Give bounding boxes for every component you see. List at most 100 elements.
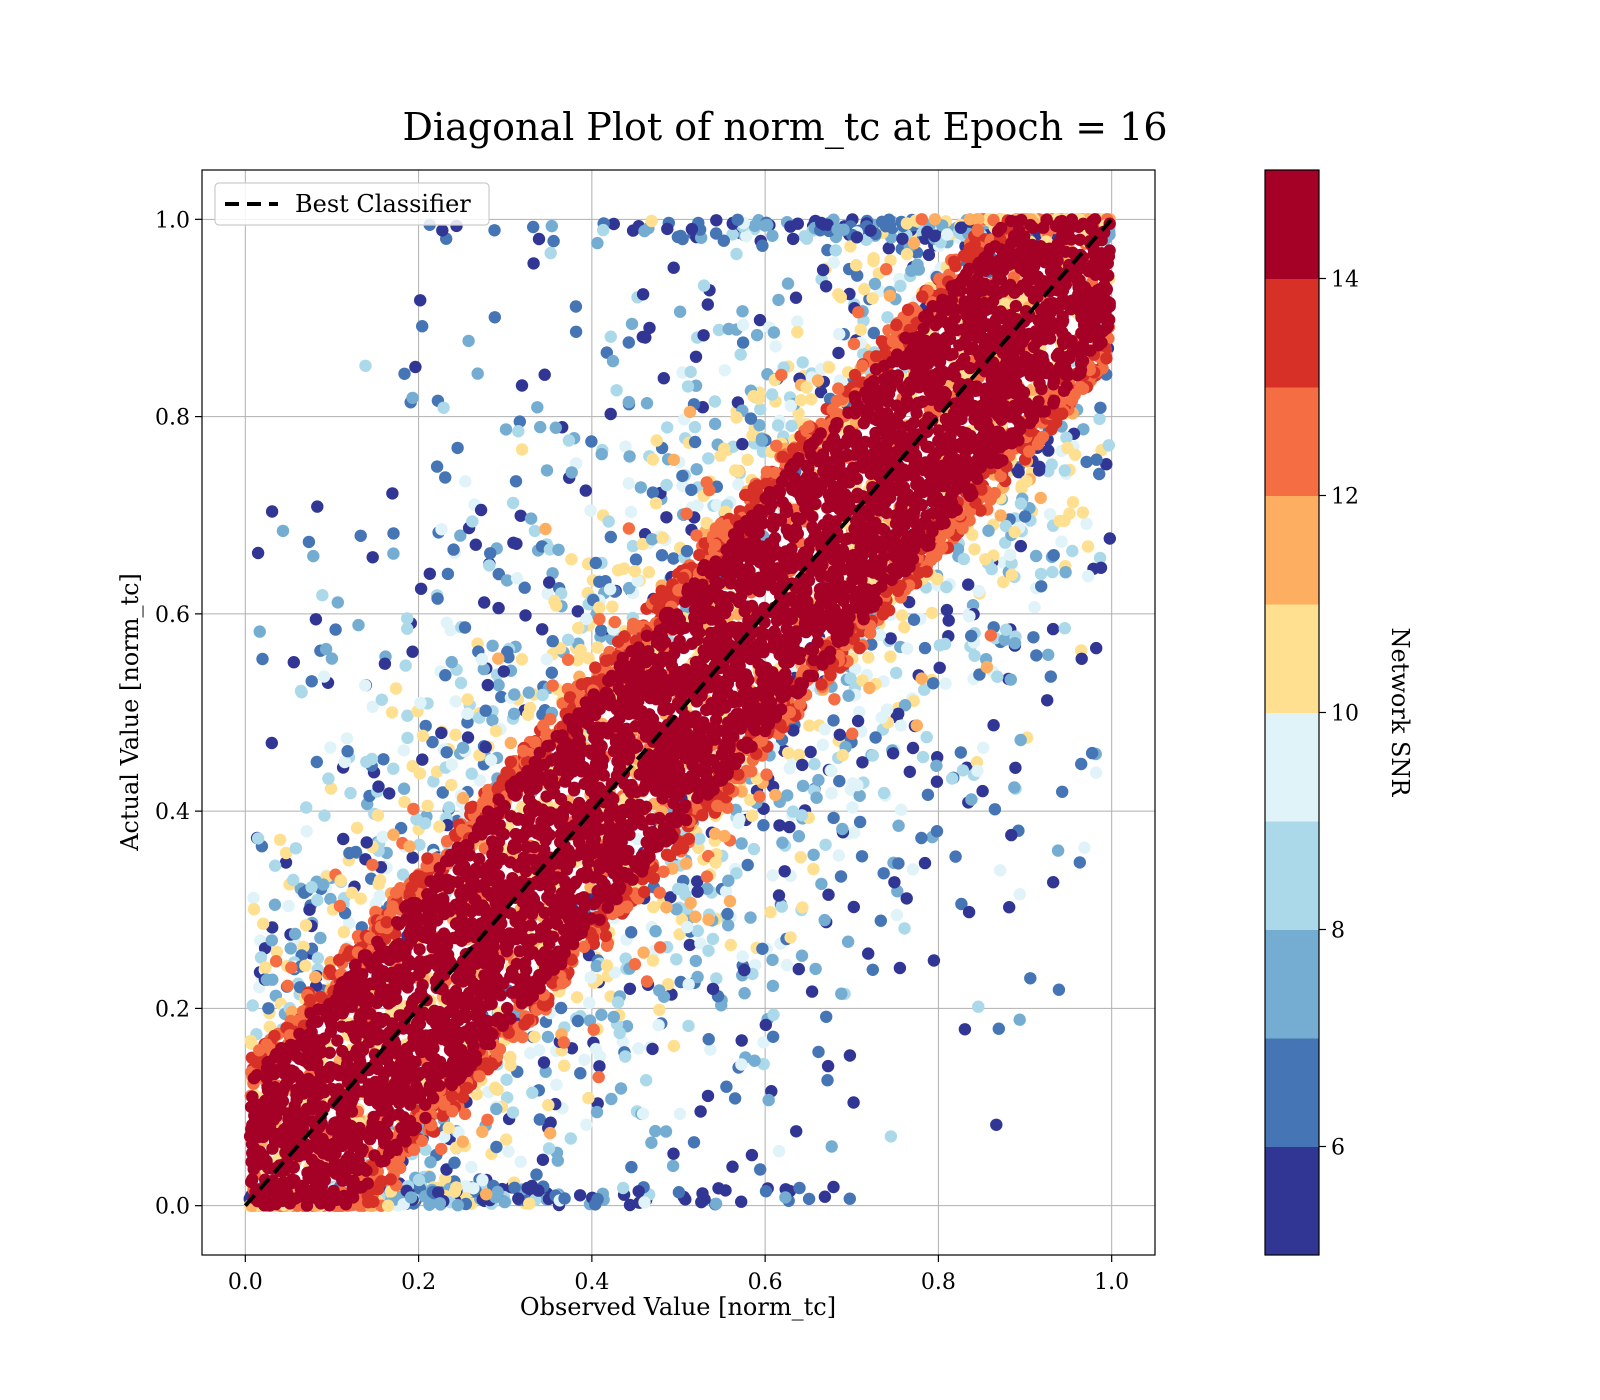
scatter-point [1066, 496, 1080, 509]
scatter-point [441, 567, 455, 581]
scatter-point [539, 1065, 552, 1078]
scatter-point [661, 421, 674, 434]
scatter-point [1090, 453, 1103, 466]
scatter-point [800, 381, 813, 394]
scatter-point [907, 237, 921, 250]
scatter-point [401, 731, 414, 745]
scatter-point [1027, 631, 1040, 644]
scatter-point [849, 662, 862, 676]
scatter-point [449, 728, 462, 741]
scatter-point [649, 497, 663, 510]
scatter-point [816, 263, 830, 277]
scatter-point [898, 699, 912, 712]
scatter-point [385, 706, 399, 719]
scatter-point [515, 379, 529, 392]
scatter-point [1058, 622, 1072, 635]
scatter-point [748, 1054, 761, 1067]
scatter-point [1080, 455, 1093, 469]
scatter-point [660, 901, 673, 914]
scatter-point [807, 848, 820, 861]
scatter-point [265, 736, 278, 750]
scatter-point [1103, 532, 1117, 545]
scatter-point [266, 973, 279, 986]
scatter-point [850, 231, 864, 244]
scatter-point [507, 707, 521, 720]
scatter-point [903, 765, 916, 778]
scatter-point [373, 874, 387, 887]
scatter-point [754, 1163, 767, 1176]
scatter-point [544, 246, 557, 260]
scatter-point [672, 882, 685, 896]
scatter-point [732, 768, 745, 781]
scatter-point [730, 867, 743, 880]
scatter-point [303, 903, 316, 916]
scatter-point [607, 1010, 620, 1024]
scatter-point [508, 1181, 521, 1195]
scatter-point [584, 971, 597, 984]
scatter-point [702, 452, 715, 465]
scatter-point [521, 1181, 534, 1195]
scatter-point [514, 509, 527, 522]
scatter-point [386, 900, 399, 913]
scatter-point [1085, 746, 1099, 760]
scatter-point [759, 1185, 773, 1198]
scatter-point [469, 538, 482, 551]
scatter-point [603, 583, 617, 596]
scatter-point [730, 411, 743, 424]
scatter-point [490, 1102, 503, 1116]
scatter-point [940, 580, 953, 594]
scatter-point [1034, 491, 1047, 505]
scatter-point [667, 1039, 681, 1053]
scatter-point [881, 311, 894, 324]
scatter-point [484, 753, 498, 767]
scatter-point [318, 809, 331, 822]
scatter-point [984, 629, 997, 642]
scatter-point [430, 460, 444, 473]
scatter-point [802, 1192, 816, 1206]
scatter-point [747, 390, 760, 403]
scatter-point [639, 1074, 653, 1087]
scatter-point [833, 774, 846, 788]
scatter-point [580, 1118, 593, 1131]
scatter-point [300, 825, 313, 838]
scatter-point [892, 819, 905, 832]
scatter-point [508, 688, 521, 701]
scatter-point [682, 978, 695, 991]
scatter-point [317, 670, 331, 683]
scatter-point [726, 1160, 739, 1173]
scatter-point [403, 840, 416, 853]
scatter-point [790, 1125, 803, 1138]
scatter-point [653, 984, 666, 997]
scatter-point [604, 407, 617, 421]
scatter-point [1066, 544, 1079, 558]
scatter-point [253, 625, 266, 638]
scatter-point [963, 610, 976, 623]
scatter-point [636, 1107, 650, 1121]
scatter-point [372, 780, 385, 793]
scatter-point [877, 786, 891, 800]
scatter-point [265, 505, 279, 518]
scatter-point [591, 641, 604, 654]
scatter-point [735, 837, 748, 850]
scatter-point [311, 500, 324, 513]
scatter-point [907, 613, 921, 626]
scatter-point [968, 649, 981, 662]
scatter-point [661, 222, 674, 236]
scatter-point [530, 1168, 543, 1181]
scatter-point [860, 233, 873, 246]
scatter-point [817, 218, 831, 231]
scatter-point [359, 359, 372, 372]
scatter-point [512, 425, 525, 438]
scatter-point [565, 466, 578, 479]
scatter-point [458, 621, 472, 634]
scatter-point [962, 578, 975, 591]
scatter-point [691, 885, 704, 898]
scatter-point [972, 1000, 985, 1013]
scatter-point [436, 786, 449, 799]
scatter-point [1018, 510, 1032, 523]
scatter-point [765, 388, 779, 401]
scatter-point [795, 809, 808, 822]
scatter-point [619, 952, 632, 965]
scatter-point [287, 656, 300, 669]
scatter-point [536, 688, 549, 702]
